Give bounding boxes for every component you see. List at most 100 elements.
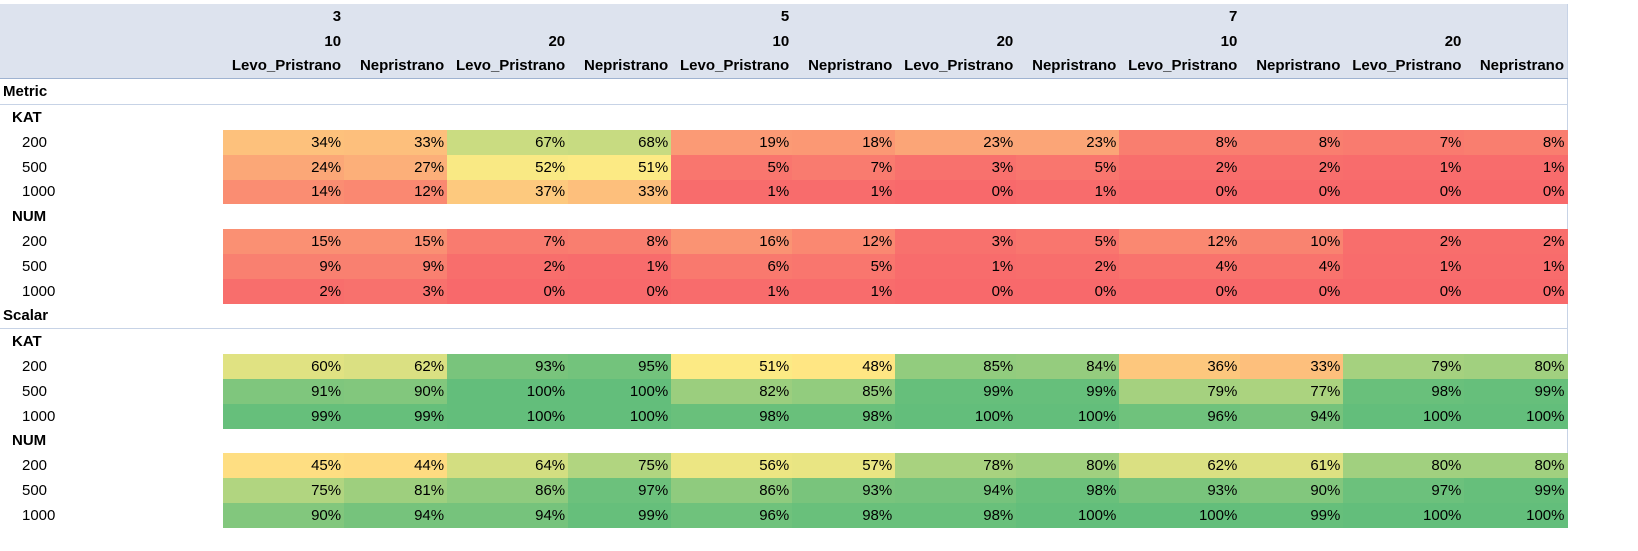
group-label: NUM bbox=[12, 208, 47, 226]
value-cell: 57% bbox=[792, 453, 896, 479]
empty-cell bbox=[447, 329, 568, 354]
column-header bbox=[1016, 4, 1120, 29]
empty-cell bbox=[568, 105, 671, 130]
value-cell: 0% bbox=[1464, 278, 1568, 304]
value-cell: 62% bbox=[344, 354, 448, 379]
value-cell: 2% bbox=[447, 253, 569, 279]
value-cell: 1% bbox=[568, 253, 672, 279]
empty-cell bbox=[1016, 303, 1120, 330]
value-cell: 94% bbox=[895, 478, 1017, 503]
column-header: Levo_Pristrano bbox=[895, 53, 1017, 80]
value-cell: 52% bbox=[447, 154, 569, 180]
value-cell: 94% bbox=[447, 502, 569, 528]
value-cell: 100% bbox=[447, 403, 569, 429]
value-cell: 78% bbox=[895, 453, 1017, 479]
row-label: 1000 bbox=[22, 407, 56, 425]
pivot-table: 3 5 7 10 20 10 20 10 20 Levo_Pristrano Nepristrano… bbox=[0, 4, 1569, 528]
value-cell: 90% bbox=[1240, 478, 1344, 503]
value-cell: 97% bbox=[1343, 478, 1465, 503]
value-cell: 1% bbox=[671, 179, 793, 205]
value-cell: 12% bbox=[344, 179, 448, 205]
value-cell: 0% bbox=[1119, 179, 1241, 205]
value-cell: 1% bbox=[1464, 253, 1568, 279]
value-cell: 82% bbox=[671, 378, 793, 404]
data-row: 200 45% 44% 64% 75% 56% 57% 78% 80% 62% 61% 80% 80% bbox=[0, 453, 1568, 479]
corner-cell bbox=[0, 28, 224, 54]
empty-cell bbox=[1119, 303, 1241, 330]
empty-cell bbox=[792, 78, 896, 106]
empty-cell bbox=[223, 204, 344, 229]
value-cell: 77% bbox=[1240, 378, 1344, 404]
value-cell: 86% bbox=[671, 478, 793, 503]
empty-cell bbox=[223, 329, 344, 354]
label-row: Scalar bbox=[0, 303, 1569, 330]
value-cell: 93% bbox=[1119, 478, 1241, 503]
column-header: Levo_Pristrano bbox=[1119, 53, 1241, 80]
column-header: 7 bbox=[1119, 4, 1241, 29]
value-cell: 9% bbox=[344, 253, 448, 279]
empty-cell bbox=[447, 204, 568, 229]
row-label: 500 bbox=[22, 158, 48, 176]
value-cell: 100% bbox=[1016, 403, 1120, 429]
empty-cell bbox=[344, 204, 447, 229]
value-cell: 0% bbox=[1240, 278, 1344, 304]
value-cell: 7% bbox=[447, 229, 569, 254]
value-cell: 5% bbox=[1016, 229, 1120, 254]
value-cell: 99% bbox=[895, 378, 1017, 404]
value-cell: 94% bbox=[344, 502, 448, 528]
corner-cell bbox=[0, 4, 224, 29]
label-row: Metric bbox=[0, 78, 1569, 106]
value-cell: 90% bbox=[223, 502, 345, 528]
empty-cell bbox=[1016, 78, 1120, 106]
value-cell: 100% bbox=[568, 378, 672, 404]
value-cell: 98% bbox=[1343, 378, 1465, 404]
value-cell: 36% bbox=[1119, 354, 1241, 379]
value-cell: 8% bbox=[568, 229, 672, 254]
empty-cell bbox=[1343, 429, 1464, 454]
empty-cell bbox=[1119, 105, 1240, 130]
empty-cell bbox=[895, 329, 1016, 354]
column-header bbox=[447, 4, 569, 29]
value-cell: 2% bbox=[1343, 229, 1465, 254]
column-header bbox=[1240, 4, 1344, 29]
empty-cell bbox=[671, 429, 792, 454]
section-label: Metric bbox=[0, 78, 224, 106]
empty-cell bbox=[568, 329, 671, 354]
value-cell: 98% bbox=[792, 502, 896, 528]
value-cell: 51% bbox=[568, 154, 672, 180]
value-cell: 100% bbox=[1464, 403, 1568, 429]
column-header bbox=[1464, 28, 1569, 54]
header-row: 10 20 10 20 10 20 bbox=[0, 28, 1569, 54]
value-cell: 60% bbox=[223, 354, 345, 379]
column-header: Levo_Pristrano bbox=[447, 53, 569, 80]
value-cell: 44% bbox=[344, 453, 448, 479]
empty-cell bbox=[447, 303, 569, 330]
empty-cell bbox=[1016, 429, 1119, 454]
empty-cell bbox=[568, 78, 672, 106]
data-row: 1000 2% 3% 0% 0% 1% 1% 0% 0% 0% 0% 0% 0% bbox=[0, 278, 1568, 304]
value-cell: 2% bbox=[1016, 253, 1120, 279]
column-header bbox=[568, 28, 672, 54]
value-cell: 80% bbox=[1464, 453, 1568, 479]
value-cell: 79% bbox=[1119, 378, 1241, 404]
column-header: 5 bbox=[671, 4, 793, 29]
value-cell: 100% bbox=[1464, 502, 1568, 528]
empty-cell bbox=[568, 303, 672, 330]
value-cell: 86% bbox=[447, 478, 569, 503]
section-label: Scalar bbox=[0, 303, 224, 330]
value-cell: 99% bbox=[1240, 502, 1344, 528]
value-cell: 100% bbox=[1343, 403, 1465, 429]
value-cell: 98% bbox=[792, 403, 896, 429]
empty-cell bbox=[344, 329, 447, 354]
value-cell: 1% bbox=[1343, 253, 1465, 279]
value-cell: 48% bbox=[792, 354, 896, 379]
column-header bbox=[792, 4, 896, 29]
value-cell: 10% bbox=[1240, 229, 1344, 254]
group-label: NUM bbox=[12, 432, 47, 450]
row-label: 1000 bbox=[22, 506, 56, 524]
value-cell: 0% bbox=[1464, 179, 1568, 205]
empty-cell bbox=[671, 105, 792, 130]
value-cell: 3% bbox=[895, 154, 1017, 180]
column-header bbox=[344, 4, 448, 29]
value-cell: 0% bbox=[895, 278, 1017, 304]
